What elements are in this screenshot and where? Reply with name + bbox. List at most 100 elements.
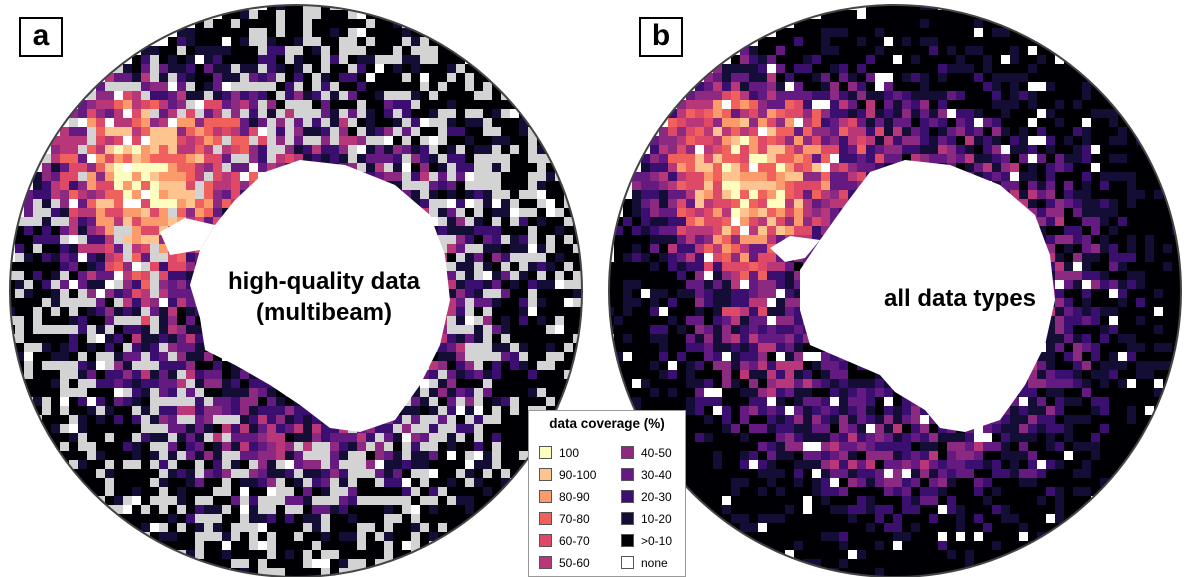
coverage-cell <box>1019 172 1028 181</box>
coverage-cell <box>785 145 794 154</box>
coverage-cell <box>564 235 573 244</box>
coverage-cell <box>501 433 510 442</box>
coverage-cell <box>204 199 213 208</box>
coverage-cell <box>911 28 920 37</box>
coverage-cell <box>866 91 875 100</box>
coverage-cell <box>965 154 974 163</box>
coverage-cell <box>623 271 632 280</box>
coverage-cell <box>803 19 812 28</box>
coverage-cell <box>1109 154 1118 163</box>
coverage-cell <box>812 217 821 226</box>
coverage-cell <box>375 82 384 91</box>
coverage-cell <box>78 253 87 262</box>
coverage-cell <box>213 559 222 568</box>
coverage-cell <box>528 208 537 217</box>
coverage-cell <box>429 442 438 451</box>
coverage-cell <box>456 469 465 478</box>
coverage-cell <box>411 469 420 478</box>
coverage-cell <box>474 316 483 325</box>
coverage-cell <box>1064 199 1073 208</box>
coverage-cell <box>87 316 96 325</box>
coverage-cell <box>78 163 87 172</box>
coverage-cell <box>411 64 420 73</box>
coverage-cell <box>150 181 159 190</box>
coverage-cell <box>992 46 1001 55</box>
coverage-cell <box>992 163 1001 172</box>
coverage-cell <box>1127 136 1136 145</box>
coverage-cell <box>429 163 438 172</box>
coverage-cell <box>456 118 465 127</box>
coverage-cell <box>402 136 411 145</box>
coverage-cell <box>704 172 713 181</box>
coverage-cell <box>1019 82 1028 91</box>
coverage-cell <box>938 28 947 37</box>
coverage-cell <box>776 28 785 37</box>
coverage-cell <box>69 415 78 424</box>
coverage-cell <box>168 379 177 388</box>
coverage-cell <box>483 82 492 91</box>
coverage-cell <box>758 127 767 136</box>
coverage-cell <box>276 469 285 478</box>
coverage-cell <box>884 28 893 37</box>
coverage-cell <box>1028 100 1037 109</box>
coverage-cell <box>510 460 519 469</box>
coverage-cell <box>447 100 456 109</box>
coverage-cell <box>483 190 492 199</box>
coverage-cell <box>465 433 474 442</box>
coverage-cell <box>929 118 938 127</box>
coverage-cell <box>402 478 411 487</box>
coverage-cell <box>785 271 794 280</box>
coverage-cell <box>321 496 330 505</box>
coverage-cell <box>501 442 510 451</box>
coverage-cell <box>204 37 213 46</box>
coverage-cell <box>1172 244 1181 253</box>
coverage-cell <box>785 262 794 271</box>
coverage-cell <box>465 415 474 424</box>
coverage-cell <box>875 145 884 154</box>
coverage-cell <box>785 226 794 235</box>
coverage-cell <box>375 154 384 163</box>
coverage-cell <box>1046 55 1055 64</box>
coverage-cell <box>1055 262 1064 271</box>
coverage-cell <box>168 361 177 370</box>
coverage-cell <box>177 46 186 55</box>
coverage-cell <box>758 118 767 127</box>
coverage-cell <box>159 82 168 91</box>
coverage-cell <box>812 172 821 181</box>
coverage-cell <box>249 55 258 64</box>
coverage-cell <box>123 334 132 343</box>
coverage-cell <box>1109 172 1118 181</box>
coverage-cell <box>141 235 150 244</box>
coverage-cell <box>105 271 114 280</box>
coverage-cell <box>483 478 492 487</box>
coverage-cell <box>123 469 132 478</box>
coverage-cell <box>150 361 159 370</box>
coverage-cell <box>348 46 357 55</box>
coverage-cell <box>893 10 902 19</box>
coverage-cell <box>177 37 186 46</box>
coverage-cell <box>150 352 159 361</box>
coverage-cell <box>15 280 24 289</box>
coverage-cell <box>438 199 447 208</box>
coverage-cell <box>78 334 87 343</box>
coverage-cell <box>731 172 740 181</box>
coverage-cell <box>1145 253 1154 262</box>
coverage-cell <box>519 244 528 253</box>
coverage-cell <box>456 334 465 343</box>
coverage-cell <box>465 451 474 460</box>
coverage-cell <box>1154 244 1163 253</box>
coverage-cell <box>740 226 749 235</box>
coverage-cell <box>1073 208 1082 217</box>
coverage-cell <box>447 136 456 145</box>
coverage-cell <box>420 55 429 64</box>
coverage-cell <box>537 253 546 262</box>
coverage-cell <box>686 172 695 181</box>
coverage-cell <box>105 496 114 505</box>
coverage-cell <box>510 217 519 226</box>
coverage-cell <box>546 217 555 226</box>
coverage-cell <box>465 379 474 388</box>
coverage-cell <box>501 136 510 145</box>
coverage-cell <box>767 280 776 289</box>
coverage-cell <box>339 145 348 154</box>
coverage-cell <box>222 514 231 523</box>
